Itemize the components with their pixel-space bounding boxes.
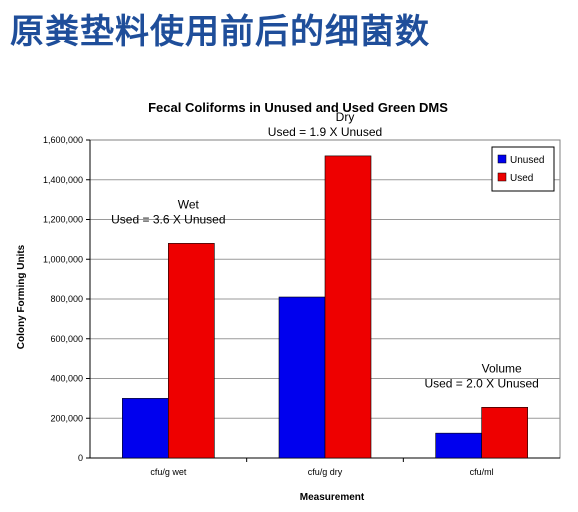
plot-area: 0 200,000 400,000 600,000 800,000 1,000,000 1,… [43, 110, 561, 477]
bar-unused-2 [435, 432, 482, 459]
y-tick-label: 600,000 [50, 334, 83, 344]
bar-used-1 [324, 155, 372, 459]
y-tick-label: 800,000 [50, 294, 83, 304]
bar-used-2 [481, 407, 528, 459]
annotation-title: Dry [336, 110, 355, 124]
x-axis-label: Measurement [300, 492, 365, 503]
legend-label: Unused [510, 155, 544, 166]
y-tick-label: 1,600,000 [43, 135, 83, 145]
annotation-title: Wet [178, 197, 200, 211]
chart-title: Fecal Coliforms in Unused and Used Green… [148, 100, 448, 115]
y-axis-label: Colony Forming Units [16, 244, 27, 349]
legend-swatch [497, 172, 507, 182]
legend-swatch [497, 154, 507, 164]
x-tick-label: cfu/g dry [308, 467, 343, 477]
annotation-text: Used = 1.9 X Unused [268, 125, 382, 139]
y-tick-label: 200,000 [50, 413, 83, 423]
y-tick-label: 1,000,000 [43, 254, 83, 264]
bar-unused-0 [122, 398, 169, 459]
legend-label: Used [510, 173, 533, 184]
bar-used-0 [168, 243, 215, 459]
annotation-text: Used = 2.0 X Unused [424, 376, 538, 390]
annotation-text: Used = 3.6 X Unused [111, 212, 225, 226]
annotation-title: Volume [482, 361, 522, 375]
x-tick-label: cfu/g wet [150, 467, 187, 477]
y-tick-label: 1,200,000 [43, 215, 83, 225]
y-tick-label: 400,000 [50, 374, 83, 384]
y-tick-label: 0 [78, 453, 83, 463]
x-tick-label: cfu/ml [470, 467, 494, 477]
bar-unused-1 [278, 296, 326, 459]
legend-box [491, 146, 555, 192]
slide-title: 原粪垫料使用前后的细菌数 [10, 12, 430, 52]
y-tick-label: 1,400,000 [43, 175, 83, 185]
